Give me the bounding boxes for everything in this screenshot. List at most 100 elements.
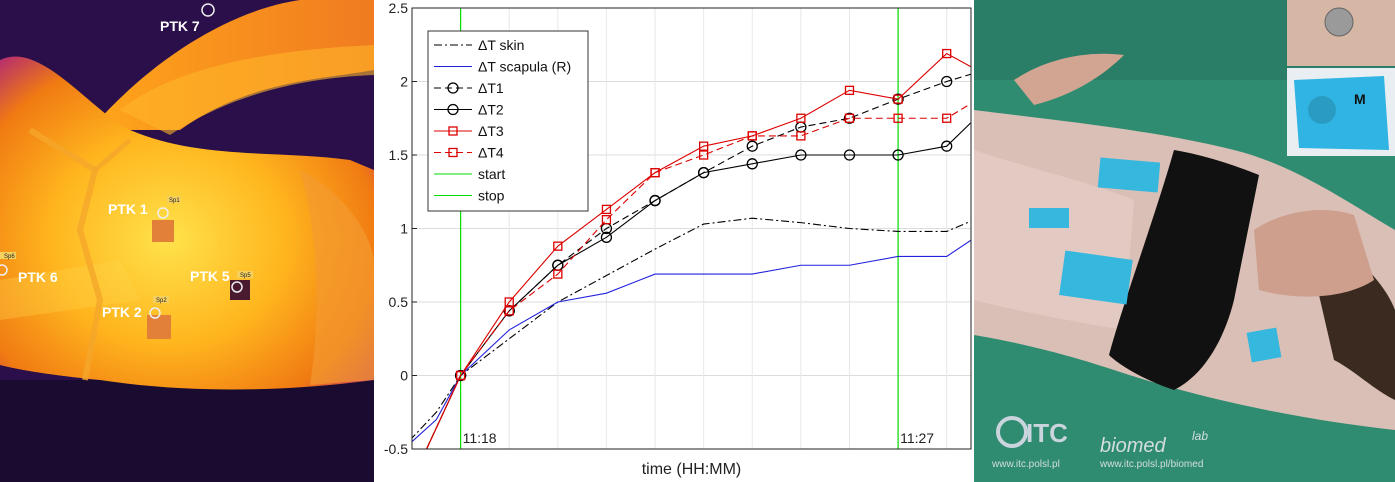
data-point	[504, 306, 514, 316]
y-tick-label: 0	[400, 368, 408, 384]
data-point	[941, 140, 953, 152]
sensor-pad	[152, 220, 174, 242]
data-point	[941, 75, 953, 88]
data-point	[650, 167, 660, 178]
data-point	[795, 149, 807, 161]
svg-text:Sp1: Sp1	[169, 198, 180, 204]
y-tick-label: 2	[400, 74, 408, 90]
legend-marker	[448, 126, 458, 136]
legend-label: start	[478, 166, 505, 182]
vline-label-stop: 11:27	[900, 430, 934, 446]
data-point	[796, 113, 806, 123]
data-point	[504, 297, 514, 307]
svg-text:www.itc.polsl.pl: www.itc.polsl.pl	[991, 459, 1060, 470]
svg-text:PTK 7: PTK 7	[160, 18, 200, 34]
data-point	[893, 94, 903, 104]
series-group	[412, 48, 971, 449]
legend-label: stop	[478, 188, 505, 204]
chart-panel: 11:18 11:27 -0.5 0 0.5 1 1.5 2 2.5 ΔT skin ΔT sc…	[374, 0, 974, 482]
data-point	[600, 231, 613, 243]
svg-text:PTK 6: PTK 6	[18, 269, 58, 285]
line-chart: 11:18 11:27 -0.5 0 0.5 1 1.5 2 2.5 ΔT skin ΔT sc…	[384, 0, 972, 478]
sensor-tape	[1097, 157, 1161, 193]
experiment-photo: M ITC www.itc.polsl.pl biomed lab www.it…	[974, 0, 1395, 482]
series-line	[426, 103, 971, 449]
data-point	[601, 204, 612, 215]
y-tick-label: 1	[400, 221, 408, 237]
inset-m-label: M	[1354, 91, 1366, 107]
data-point	[892, 149, 904, 161]
data-point	[893, 113, 903, 123]
y-tick-label: -0.5	[384, 441, 408, 457]
sensor-tape	[1029, 208, 1069, 228]
y-tick-label: 1.5	[389, 147, 409, 163]
biomed-logo: biomed lab www.itc.polsl.pl/biomed	[1099, 429, 1208, 470]
marker-ptk2: Sp2 PTK 2	[102, 296, 169, 320]
marker-ptk5: Sp5 PTK 5	[190, 268, 253, 293]
thermal-image: PTK 7 Sp1 PTK 1 Sp6 PTK 6 Sp5 PTK 5 Sp2 …	[0, 0, 374, 482]
itc-logo: ITC www.itc.polsl.pl	[991, 416, 1068, 470]
series-line	[412, 239, 971, 443]
data-point	[843, 149, 856, 161]
data-point	[553, 241, 563, 251]
data-point	[699, 141, 709, 151]
legend-marker	[447, 103, 459, 116]
chart-legend: ΔT skin ΔT scapula (R) ΔT1 ΔT2 ΔT3 ΔT4 start st…	[427, 30, 589, 212]
data-point	[455, 370, 466, 381]
svg-text:Sp2: Sp2	[156, 298, 167, 304]
data-point	[699, 150, 709, 160]
vline-label-start: 11:18	[463, 430, 497, 446]
series-line	[426, 52, 971, 449]
svg-text:biomed: biomed	[1100, 435, 1166, 457]
marker-ptk7: PTK 7	[160, 3, 215, 34]
svg-text:Sp5: Sp5	[240, 273, 251, 279]
series-line	[412, 217, 971, 439]
data-point	[649, 194, 661, 207]
legend-label: ΔT3	[478, 123, 504, 139]
data-point	[747, 131, 757, 141]
inset-photos: M	[1287, 0, 1395, 156]
legend-marker	[448, 147, 458, 158]
y-tick-label: 0.5	[389, 294, 409, 310]
data-point	[601, 215, 612, 225]
svg-text:lab: lab	[1192, 429, 1208, 443]
legend-label: ΔT2	[478, 102, 504, 118]
sensor-tape	[1246, 327, 1282, 363]
data-point	[892, 93, 904, 105]
svg-text:PTK 2: PTK 2	[102, 304, 142, 320]
data-point	[454, 369, 467, 382]
svg-text:www.itc.polsl.pl/biomed: www.itc.polsl.pl/biomed	[1099, 459, 1203, 470]
svg-text:ITC: ITC	[1026, 418, 1068, 448]
data-point	[844, 85, 855, 95]
data-point	[746, 140, 758, 152]
legend-label: ΔT4	[478, 145, 504, 161]
legend-label: ΔT scapula (R)	[478, 59, 571, 75]
sensor-tape	[1059, 250, 1133, 305]
photo-graphic: M ITC www.itc.polsl.pl biomed lab www.it…	[974, 0, 1395, 482]
y-tick-label: 2.5	[389, 0, 409, 16]
legend-marker	[447, 82, 459, 94]
svg-text:PTK 5: PTK 5	[190, 268, 230, 284]
data-point	[942, 48, 952, 59]
legend-label: ΔT1	[478, 80, 504, 96]
sensor-pad	[147, 315, 171, 339]
sensor-pad	[230, 280, 250, 300]
series-line	[426, 122, 971, 449]
x-axis-label: time (HH:MM)	[642, 461, 742, 478]
data-point	[746, 158, 758, 170]
marker-ptk1: Sp1 PTK 1	[108, 196, 181, 219]
axes-box	[411, 7, 972, 450]
data-point	[796, 131, 806, 141]
data-point	[942, 113, 952, 123]
svg-text:PTK 1: PTK 1	[108, 201, 148, 217]
legend-box	[427, 30, 589, 212]
y-axis-ticks: -0.5 0 0.5 1 1.5 2 2.5	[384, 0, 417, 457]
svg-text:Sp6: Sp6	[4, 254, 15, 260]
legend-label: ΔT skin	[478, 37, 524, 53]
marker-ptk6: Sp6 PTK 6	[0, 252, 58, 285]
chart-series	[412, 48, 971, 449]
data-point	[844, 113, 855, 123]
thermal-image-graphic: PTK 7 Sp1 PTK 1 Sp6 PTK 6 Sp5 PTK 5 Sp2 …	[0, 0, 374, 482]
data-point	[698, 166, 710, 179]
data-point	[553, 269, 563, 279]
